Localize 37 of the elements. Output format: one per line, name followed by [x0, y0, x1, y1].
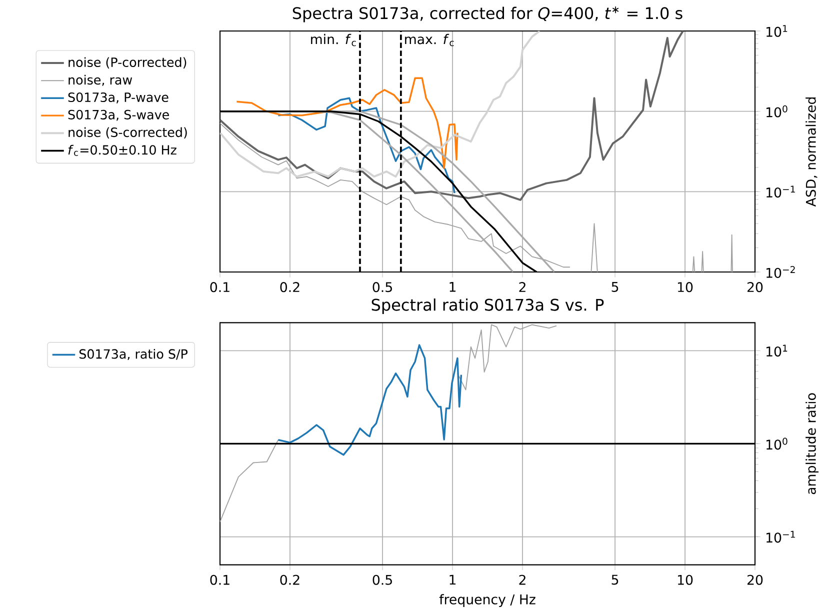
- x-axis-title: frequency / Hz: [439, 594, 536, 607]
- x-tick-label: 10: [678, 282, 693, 292]
- legend-label: noise, raw: [68, 74, 132, 86]
- y-axis-title: ASD, normalized: [806, 97, 818, 207]
- x-tick-label: 0.2: [280, 282, 300, 292]
- legend-label: S0173a, S-wave: [68, 110, 169, 121]
- y-tick-label: 10$^{−2}$: [766, 266, 795, 278]
- y-tick-label: 10$^{1}$: [766, 344, 788, 357]
- legend-label: S0173a, P-wave: [68, 92, 168, 104]
- legend-label: noise (P-corrected): [68, 57, 186, 69]
- chart-title: Spectra S0173a, corrected for Q=400, t$^{∗}$ = 1.0 s: [292, 6, 682, 22]
- x-tick-label: 0.5: [372, 282, 392, 292]
- x-tick-label: 0.2: [280, 574, 300, 585]
- x-tick-label: 1: [450, 574, 456, 585]
- y-tick-label: 10$^{−1}$: [766, 186, 795, 198]
- x-tick-label: 1: [450, 282, 456, 292]
- ref-line-label: max. f$_{c}$: [405, 34, 454, 46]
- y-tick-label: 10$^{0}$: [766, 438, 788, 450]
- y-tick-label: 10$^{−1}$: [766, 530, 795, 543]
- ref-line-label: min. f$_{c}$: [311, 34, 356, 46]
- x-tick-label: 0.5: [372, 574, 392, 585]
- chart-title: Spectral ratio S0173a S vs. P: [372, 298, 604, 314]
- legend-label: S0173a, ratio S/P: [79, 348, 188, 360]
- x-tick-label: 20: [747, 282, 763, 292]
- legend-label: f$_{c}$=0.50±0.10 Hz: [68, 144, 176, 156]
- x-tick-label: 5: [612, 574, 618, 585]
- x-tick-label: 0.1: [210, 574, 230, 585]
- y-tick-label: 10$^{1}$: [766, 25, 788, 37]
- x-tick-label: 2: [519, 574, 526, 585]
- x-tick-label: 10: [678, 574, 693, 585]
- y-axis-title: amplitude ratio: [806, 393, 818, 494]
- legend-label: noise (S-corrected): [68, 127, 187, 139]
- x-tick-label: 0.1: [210, 282, 230, 292]
- y-tick-label: 10$^{0}$: [766, 105, 788, 118]
- x-tick-label: 20: [748, 574, 763, 585]
- x-tick-label: 2: [519, 282, 526, 292]
- x-tick-label: 5: [612, 282, 618, 292]
